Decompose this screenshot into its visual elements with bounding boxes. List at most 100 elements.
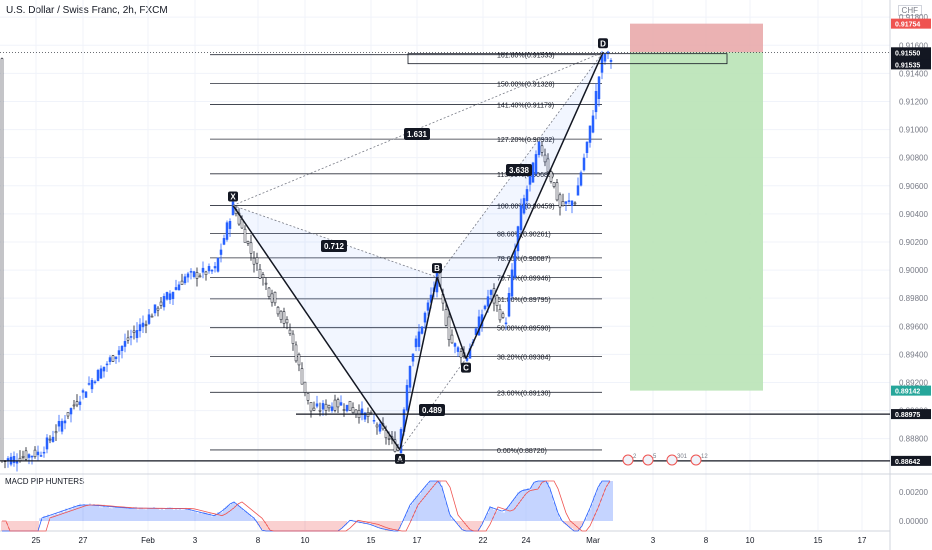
fib-label: 127.20%(0.90932) <box>497 137 555 144</box>
pattern-triangle-xab <box>233 205 437 450</box>
x-tick-label: 8 <box>256 536 261 545</box>
candle-body <box>603 54 607 62</box>
candle-body <box>21 456 25 458</box>
candle-body <box>96 369 100 382</box>
candle-body <box>336 399 340 408</box>
macd-title: MACD PIP HUNTERS <box>5 477 85 486</box>
candle-body <box>594 91 598 113</box>
candle-body <box>309 402 313 412</box>
candle-body <box>87 383 91 385</box>
ratio-badge <box>404 128 430 140</box>
y-tick-label: 0.90800 <box>899 154 928 163</box>
candle-body <box>141 322 145 328</box>
candle-body <box>42 451 46 454</box>
candle-body <box>258 268 262 279</box>
y-tick-label: 0.90200 <box>899 238 928 247</box>
candle-body <box>606 51 610 54</box>
x-tick-label: 15 <box>367 536 376 545</box>
candle-body <box>297 354 301 366</box>
ratio-badge <box>506 164 532 176</box>
candle-body <box>528 175 532 185</box>
macd-signal-line <box>2 480 611 532</box>
fib-label: 0.00%(0.88720) <box>497 448 547 455</box>
price-label-box <box>891 409 931 420</box>
y-tick-label: 0.89400 <box>899 350 928 359</box>
fib-label: 141.40%(0.91179) <box>497 102 554 109</box>
candle-body <box>66 412 70 417</box>
entry-zone-box <box>407 53 728 65</box>
candle-body <box>549 171 553 182</box>
candle-body <box>564 201 568 204</box>
candle-body <box>270 293 274 303</box>
currency-badge[interactable]: CHF <box>897 5 922 16</box>
x-tick-label: Feb <box>141 536 155 545</box>
candle-body <box>291 333 295 344</box>
ratio-label: 0.489 <box>422 406 443 415</box>
pattern-ratio-line <box>436 52 604 278</box>
fib-label: 88.60%(0.90261) <box>497 231 551 238</box>
candle-body <box>609 60 613 62</box>
candle-body <box>519 205 523 231</box>
candle-body <box>354 409 358 415</box>
candle-body <box>423 312 427 323</box>
candle-body <box>243 228 247 243</box>
y-tick-label: 0.90400 <box>899 210 928 219</box>
candle-body <box>486 296 490 307</box>
candle-body <box>411 353 415 362</box>
candle-body <box>99 368 103 379</box>
candle-body <box>84 391 88 398</box>
price-label-text: 0.91535 <box>895 62 920 69</box>
candle-body <box>144 324 148 326</box>
candle-body <box>327 405 331 409</box>
y-tick-label: 0.91800 <box>899 13 928 22</box>
candle-body <box>525 189 529 202</box>
candle-body <box>576 185 580 196</box>
y-tick-label: 0.89800 <box>899 294 928 303</box>
candle-body <box>546 158 550 173</box>
candle-body <box>45 437 49 450</box>
chart-title: U.S. Dollar / Swiss Franc, 2h, FXCM <box>6 5 168 16</box>
candle-body <box>504 322 508 325</box>
candle-body <box>246 241 250 244</box>
candle-body <box>72 404 76 407</box>
y-tick-label: 0.90600 <box>899 182 928 191</box>
candle-body <box>453 343 457 347</box>
price-label-box <box>891 385 931 396</box>
candle-body <box>579 172 583 186</box>
candle-body <box>189 271 193 273</box>
candle-body <box>12 456 16 463</box>
y-tick-label: 0.91200 <box>899 97 928 106</box>
candle-body <box>273 291 277 304</box>
pattern-leg <box>436 276 467 359</box>
fib-label: 50.00%(0.89590) <box>497 326 551 333</box>
candle-body <box>276 306 280 315</box>
candle-body <box>303 381 307 393</box>
price-label-box <box>891 455 931 466</box>
candle-body <box>108 357 112 363</box>
event-flag-icon <box>690 454 702 466</box>
ratio-badge <box>419 404 445 416</box>
candle-body <box>534 154 538 174</box>
candle-body <box>168 293 172 300</box>
candle-body <box>393 439 397 452</box>
x-tick-label: 24 <box>522 536 531 545</box>
candle-body <box>498 309 502 321</box>
candle-body <box>540 145 544 153</box>
fib-label: 78.60%(0.90087) <box>497 256 551 263</box>
candle-body <box>159 301 163 306</box>
fib-label: 23.60%(0.89130) <box>497 390 551 397</box>
candle-body <box>54 431 58 434</box>
candle-body <box>249 242 253 254</box>
candle-body <box>180 280 184 285</box>
candle-body <box>558 194 562 208</box>
candle-body <box>60 420 64 432</box>
candle-body <box>156 307 160 311</box>
pattern-point-badge <box>228 191 238 202</box>
candle-body <box>300 368 304 385</box>
candle-body <box>78 401 82 405</box>
y-tick-label: 0.89200 <box>899 378 928 387</box>
x-tick-label: 10 <box>746 536 755 545</box>
candle-body <box>198 275 202 278</box>
candle-body <box>30 455 34 458</box>
